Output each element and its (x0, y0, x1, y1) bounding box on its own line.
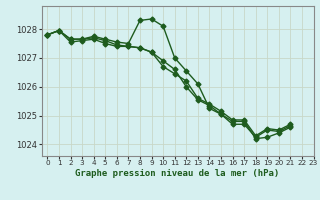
X-axis label: Graphe pression niveau de la mer (hPa): Graphe pression niveau de la mer (hPa) (76, 169, 280, 178)
